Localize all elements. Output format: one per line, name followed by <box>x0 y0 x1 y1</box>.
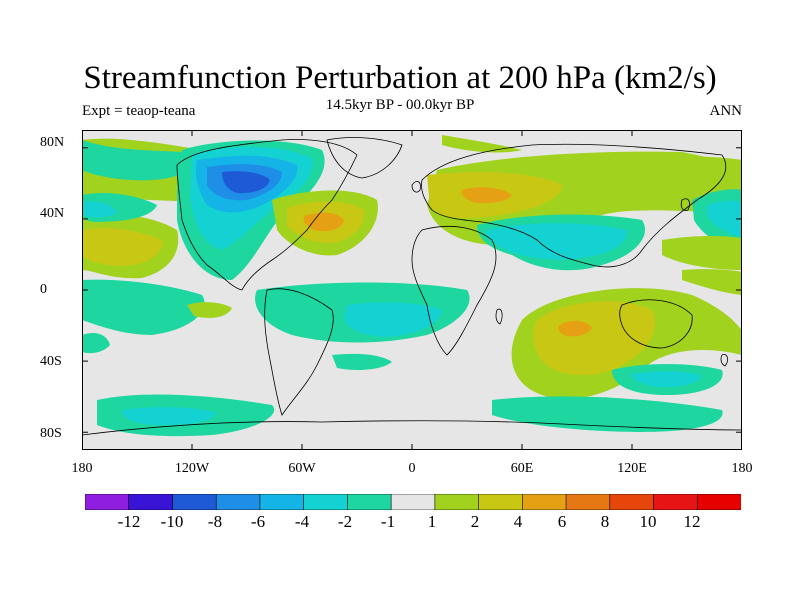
contour-region <box>82 228 163 266</box>
colorbar-swatch <box>128 494 174 510</box>
contour-region <box>442 135 522 153</box>
colorbar-swatch <box>522 494 567 510</box>
contour-region <box>82 201 117 218</box>
coastlines <box>82 137 742 436</box>
contour-region <box>632 371 702 388</box>
contour-region <box>682 269 742 295</box>
colorbar-label: 4 <box>513 512 523 531</box>
lat-tick-40n: 40N <box>40 206 65 221</box>
coastline-africa <box>411 225 497 356</box>
colorbar-label: 10 <box>639 512 657 531</box>
lon-tick-0: 0 <box>408 461 416 476</box>
coastline-south-america <box>264 288 334 416</box>
coastline-new-zealand <box>720 353 728 367</box>
contour-region <box>602 156 742 185</box>
colorbar-label: -8 <box>207 512 223 531</box>
colorbar-swatch <box>609 494 655 510</box>
colorbar <box>85 494 741 510</box>
colorbar-swatch <box>303 494 349 510</box>
period-label: 14.5kyr BP - 00.0kyr BP <box>325 97 475 113</box>
contour-region <box>122 407 217 426</box>
contour-region <box>558 320 592 337</box>
lat-tick-80s: 80S <box>40 426 62 441</box>
coastline-antarctica <box>82 420 742 436</box>
contour-region <box>344 302 442 337</box>
lon-tick-180w: 180 <box>71 461 93 476</box>
coastline-north-america <box>176 139 358 291</box>
lon-tick-180e: 180 <box>731 461 753 476</box>
colorbar-swatch <box>172 494 218 510</box>
contour-region <box>82 333 110 354</box>
contour-region <box>82 279 205 335</box>
lat-tick-40s: 40S <box>40 354 62 369</box>
coastline-greenland <box>326 137 403 179</box>
colorbar-swatch <box>390 494 436 510</box>
contour-region <box>222 171 270 194</box>
map-ticks <box>82 130 742 450</box>
experiment-label: Expt = teaop-teana <box>82 103 196 119</box>
colorbar-label: 12 <box>683 512 701 531</box>
figure-title: Streamfunction Perturbation at 200 hPa (… <box>83 60 717 96</box>
colorbar-label: 6 <box>557 512 567 531</box>
season-label: ANN <box>709 103 743 119</box>
colorbar-label: -10 <box>160 512 184 531</box>
colorbar-label: -12 <box>117 512 141 531</box>
coastline-australia <box>619 299 693 349</box>
map-panel <box>82 130 742 450</box>
lon-tick-60e: 60E <box>510 461 534 476</box>
coastline-britain <box>411 181 421 193</box>
contour-region <box>707 200 742 238</box>
lat-tick-0: 0 <box>40 282 47 297</box>
colorbar-label: -2 <box>337 512 353 531</box>
lon-tick-120e: 120E <box>617 461 647 476</box>
contour-region <box>332 353 392 370</box>
lon-tick-120w: 120W <box>174 461 210 476</box>
colorbar-label: 2 <box>470 512 480 531</box>
coastline-eurasia <box>421 143 727 268</box>
colorbar-label: 1 <box>427 512 437 531</box>
contour-region <box>662 235 742 270</box>
coastline-madagascar <box>495 308 503 325</box>
colorbar-label: -1 <box>380 512 396 531</box>
shaded-field <box>82 135 742 437</box>
colorbar-swatch <box>434 494 480 510</box>
colorbar-swatch <box>565 494 611 510</box>
colorbar-swatch <box>653 494 699 510</box>
contour-region <box>82 140 192 181</box>
colorbar-swatch <box>696 494 741 510</box>
contour-region <box>187 302 232 318</box>
contour-region <box>303 212 344 232</box>
contour-region <box>461 187 512 204</box>
colorbar-swatch <box>347 494 392 510</box>
coastline-japan <box>680 198 690 211</box>
colorbar-swatch <box>85 494 130 510</box>
contour-region <box>533 301 656 376</box>
colorbar-label: -4 <box>294 512 310 531</box>
colorbar-label: 8 <box>600 512 610 531</box>
lon-tick-60w: 60W <box>288 461 316 476</box>
colorbar-swatch <box>259 494 305 510</box>
lat-tick-80n: 80N <box>40 135 65 150</box>
colorbar-swatch <box>215 494 261 510</box>
colorbar-swatch <box>478 494 524 510</box>
colorbar-label: -6 <box>250 512 266 531</box>
